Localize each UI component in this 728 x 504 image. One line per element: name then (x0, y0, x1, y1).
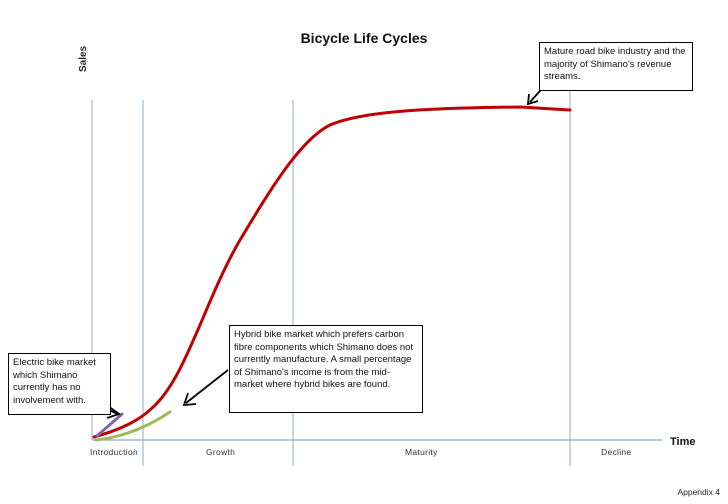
road-bike-curve (92, 105, 572, 439)
electric-bike-curve (95, 412, 124, 438)
stage-label-maturity: Maturity (405, 447, 438, 457)
mature-annotation-box: Mature road bike industry and the majori… (539, 42, 693, 91)
stage-label-introduction: Introduction (90, 447, 139, 457)
arrow-to-hybrid (182, 369, 229, 407)
x-axis-label: Time (670, 436, 696, 448)
electric-annotation-box: Electric bike market which Shimano curre… (8, 353, 111, 415)
diagram-title: Bicycle Life Cycles (300, 30, 428, 46)
hybrid-bike-curve (94, 410, 172, 442)
y-axis-label: Sales (78, 45, 89, 72)
stage-label-decline: Decline (601, 447, 632, 457)
hybrid-annotation-box: Hybrid bike market which prefers carbon … (229, 325, 423, 413)
appendix-label: Appendix 4 (677, 487, 720, 497)
stage-label-growth: Growth (206, 447, 236, 457)
